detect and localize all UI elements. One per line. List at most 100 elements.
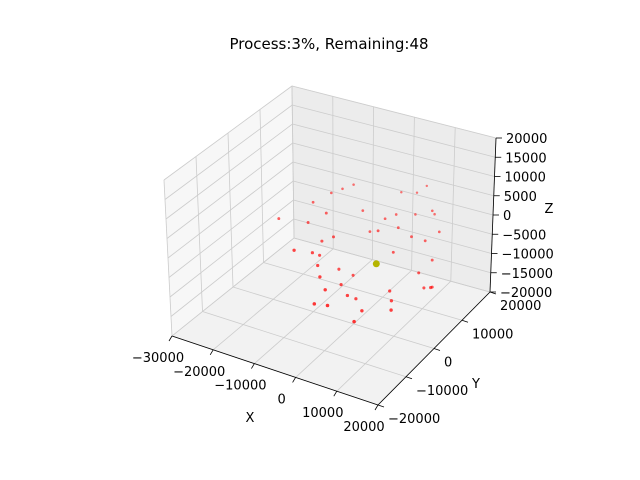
data-point bbox=[433, 212, 436, 216]
z-gridline bbox=[293, 218, 491, 274]
z-gridline bbox=[171, 237, 295, 337]
data-point bbox=[360, 309, 364, 313]
data-point bbox=[361, 209, 365, 212]
z-tick-label: 15000 bbox=[505, 151, 546, 166]
x-tick bbox=[374, 404, 379, 411]
data-point bbox=[389, 299, 394, 303]
z-gridline bbox=[292, 161, 494, 216]
z-gridline bbox=[167, 161, 294, 259]
x-tick bbox=[333, 390, 338, 397]
z-gridline bbox=[291, 85, 497, 139]
z-gridline bbox=[169, 199, 294, 298]
data-point bbox=[425, 184, 429, 188]
tick-labels: −30000−20000−1000001000020000−20000−1000… bbox=[132, 132, 554, 435]
x-tick-label: 0 bbox=[277, 392, 285, 407]
data-point bbox=[391, 250, 395, 254]
data-point bbox=[430, 258, 434, 262]
z-gridline bbox=[293, 237, 491, 293]
y-tick-label: −20000 bbox=[388, 412, 440, 427]
data-point bbox=[429, 286, 433, 290]
data-point bbox=[341, 187, 344, 191]
data-point bbox=[410, 235, 413, 239]
data-point bbox=[318, 253, 322, 257]
z-tick-label: 10000 bbox=[505, 171, 546, 186]
y-tick-label: 20000 bbox=[500, 299, 541, 314]
y-tick-label: 0 bbox=[444, 356, 452, 371]
data-point bbox=[414, 213, 417, 216]
data-point bbox=[311, 200, 315, 204]
z-tick-label: −10000 bbox=[502, 248, 554, 263]
data-point bbox=[339, 283, 343, 287]
x-tick bbox=[251, 363, 255, 369]
data-point bbox=[277, 217, 281, 221]
y-gridline bbox=[202, 311, 407, 378]
highlight-point bbox=[372, 260, 380, 268]
data-point bbox=[388, 289, 392, 293]
x-tick-label: −10000 bbox=[214, 379, 266, 394]
y-tick-label: −10000 bbox=[416, 384, 468, 399]
data-point bbox=[331, 235, 336, 239]
data-point bbox=[337, 267, 341, 271]
y-gridline bbox=[232, 286, 435, 349]
data-point bbox=[415, 191, 419, 194]
data-point bbox=[352, 319, 356, 324]
data-point bbox=[389, 308, 393, 312]
x-axis-line bbox=[171, 335, 379, 406]
z-gridline bbox=[165, 123, 293, 220]
data-point bbox=[437, 230, 441, 234]
data-point bbox=[323, 288, 327, 292]
x-tick-label: 10000 bbox=[302, 406, 343, 421]
data-point bbox=[354, 297, 358, 301]
z-gridline bbox=[292, 104, 496, 158]
data-points bbox=[277, 183, 441, 324]
data-point bbox=[351, 273, 355, 277]
chart-title: Process:3%, Remaining:48 bbox=[229, 35, 428, 53]
data-point bbox=[423, 239, 427, 243]
x-tick bbox=[292, 377, 296, 383]
data-point bbox=[394, 213, 398, 216]
y-tick-label: 10000 bbox=[472, 327, 513, 342]
data-point bbox=[376, 229, 380, 233]
data-point bbox=[383, 217, 387, 221]
y-tick bbox=[405, 376, 413, 380]
data-point bbox=[312, 302, 317, 306]
data-point bbox=[396, 226, 400, 230]
data-point bbox=[325, 303, 330, 308]
axis-lines bbox=[168, 137, 502, 411]
data-point bbox=[320, 239, 324, 243]
x-tick bbox=[168, 335, 173, 342]
y-tick bbox=[461, 319, 469, 323]
data-point bbox=[329, 191, 333, 195]
z-tick-label: 5000 bbox=[504, 190, 537, 205]
z-tick-label: 0 bbox=[503, 209, 511, 224]
z-gridline bbox=[164, 104, 293, 200]
data-point bbox=[306, 221, 310, 224]
data-point bbox=[324, 211, 328, 215]
data-point bbox=[292, 248, 296, 252]
data-point bbox=[310, 251, 314, 255]
x-tick-label: 20000 bbox=[343, 420, 384, 435]
z-tick-label: 20000 bbox=[506, 132, 547, 147]
data-point bbox=[345, 293, 350, 298]
data-point bbox=[316, 263, 320, 268]
x-axis-label: X bbox=[246, 411, 255, 426]
z-gridline bbox=[292, 142, 494, 197]
z-gridline bbox=[163, 85, 293, 181]
z-tick-label: −5000 bbox=[502, 228, 546, 243]
data-point bbox=[417, 271, 421, 275]
z-gridline bbox=[170, 218, 294, 317]
data-point bbox=[352, 183, 355, 186]
data-point bbox=[318, 275, 322, 279]
x-tick-label: −30000 bbox=[132, 351, 184, 366]
z-axis-label: Z bbox=[545, 202, 554, 217]
y-gridline bbox=[263, 262, 463, 321]
data-point bbox=[368, 230, 372, 233]
z-gridline bbox=[166, 142, 293, 239]
z-gridline bbox=[293, 180, 493, 235]
y-tick bbox=[433, 348, 441, 351]
z-gridline bbox=[293, 199, 492, 254]
y-tick bbox=[377, 404, 385, 408]
data-point bbox=[422, 286, 426, 290]
data-point bbox=[430, 209, 434, 213]
